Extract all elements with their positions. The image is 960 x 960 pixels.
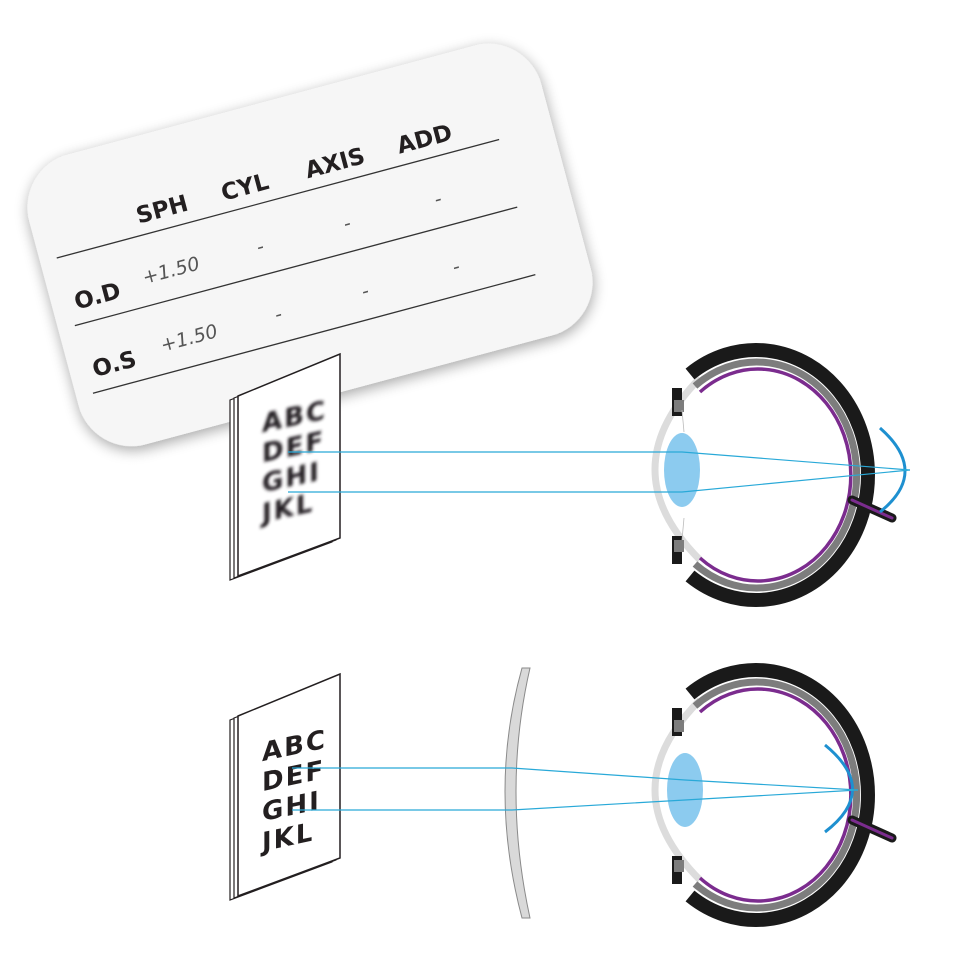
header-divider [56, 138, 500, 259]
corrective-convex-lens [504, 667, 531, 919]
crystalline-lens [667, 753, 703, 827]
light-rays-bottom [292, 767, 859, 811]
eye-cross-section-top [651, 343, 907, 607]
eye-cross-section-bottom [651, 663, 897, 927]
crystalline-lens [664, 433, 700, 507]
retina [698, 367, 853, 583]
light-rays-top [288, 451, 911, 493]
sclera [685, 663, 875, 927]
row-divider [92, 274, 536, 394]
focal-image-arc [879, 426, 907, 514]
row-divider [74, 206, 518, 327]
choroid [692, 358, 861, 592]
choroid [692, 678, 861, 912]
reading-chart-blurred: ABC DEF GHI JKL [229, 352, 341, 581]
sclera [685, 343, 875, 607]
reading-chart-sharp: ABC DEF GHI JKL [229, 672, 341, 901]
prescription-card: SPH CYL AXIS ADD O.D +1.50 - - - O.S +1.… [27, 43, 593, 447]
